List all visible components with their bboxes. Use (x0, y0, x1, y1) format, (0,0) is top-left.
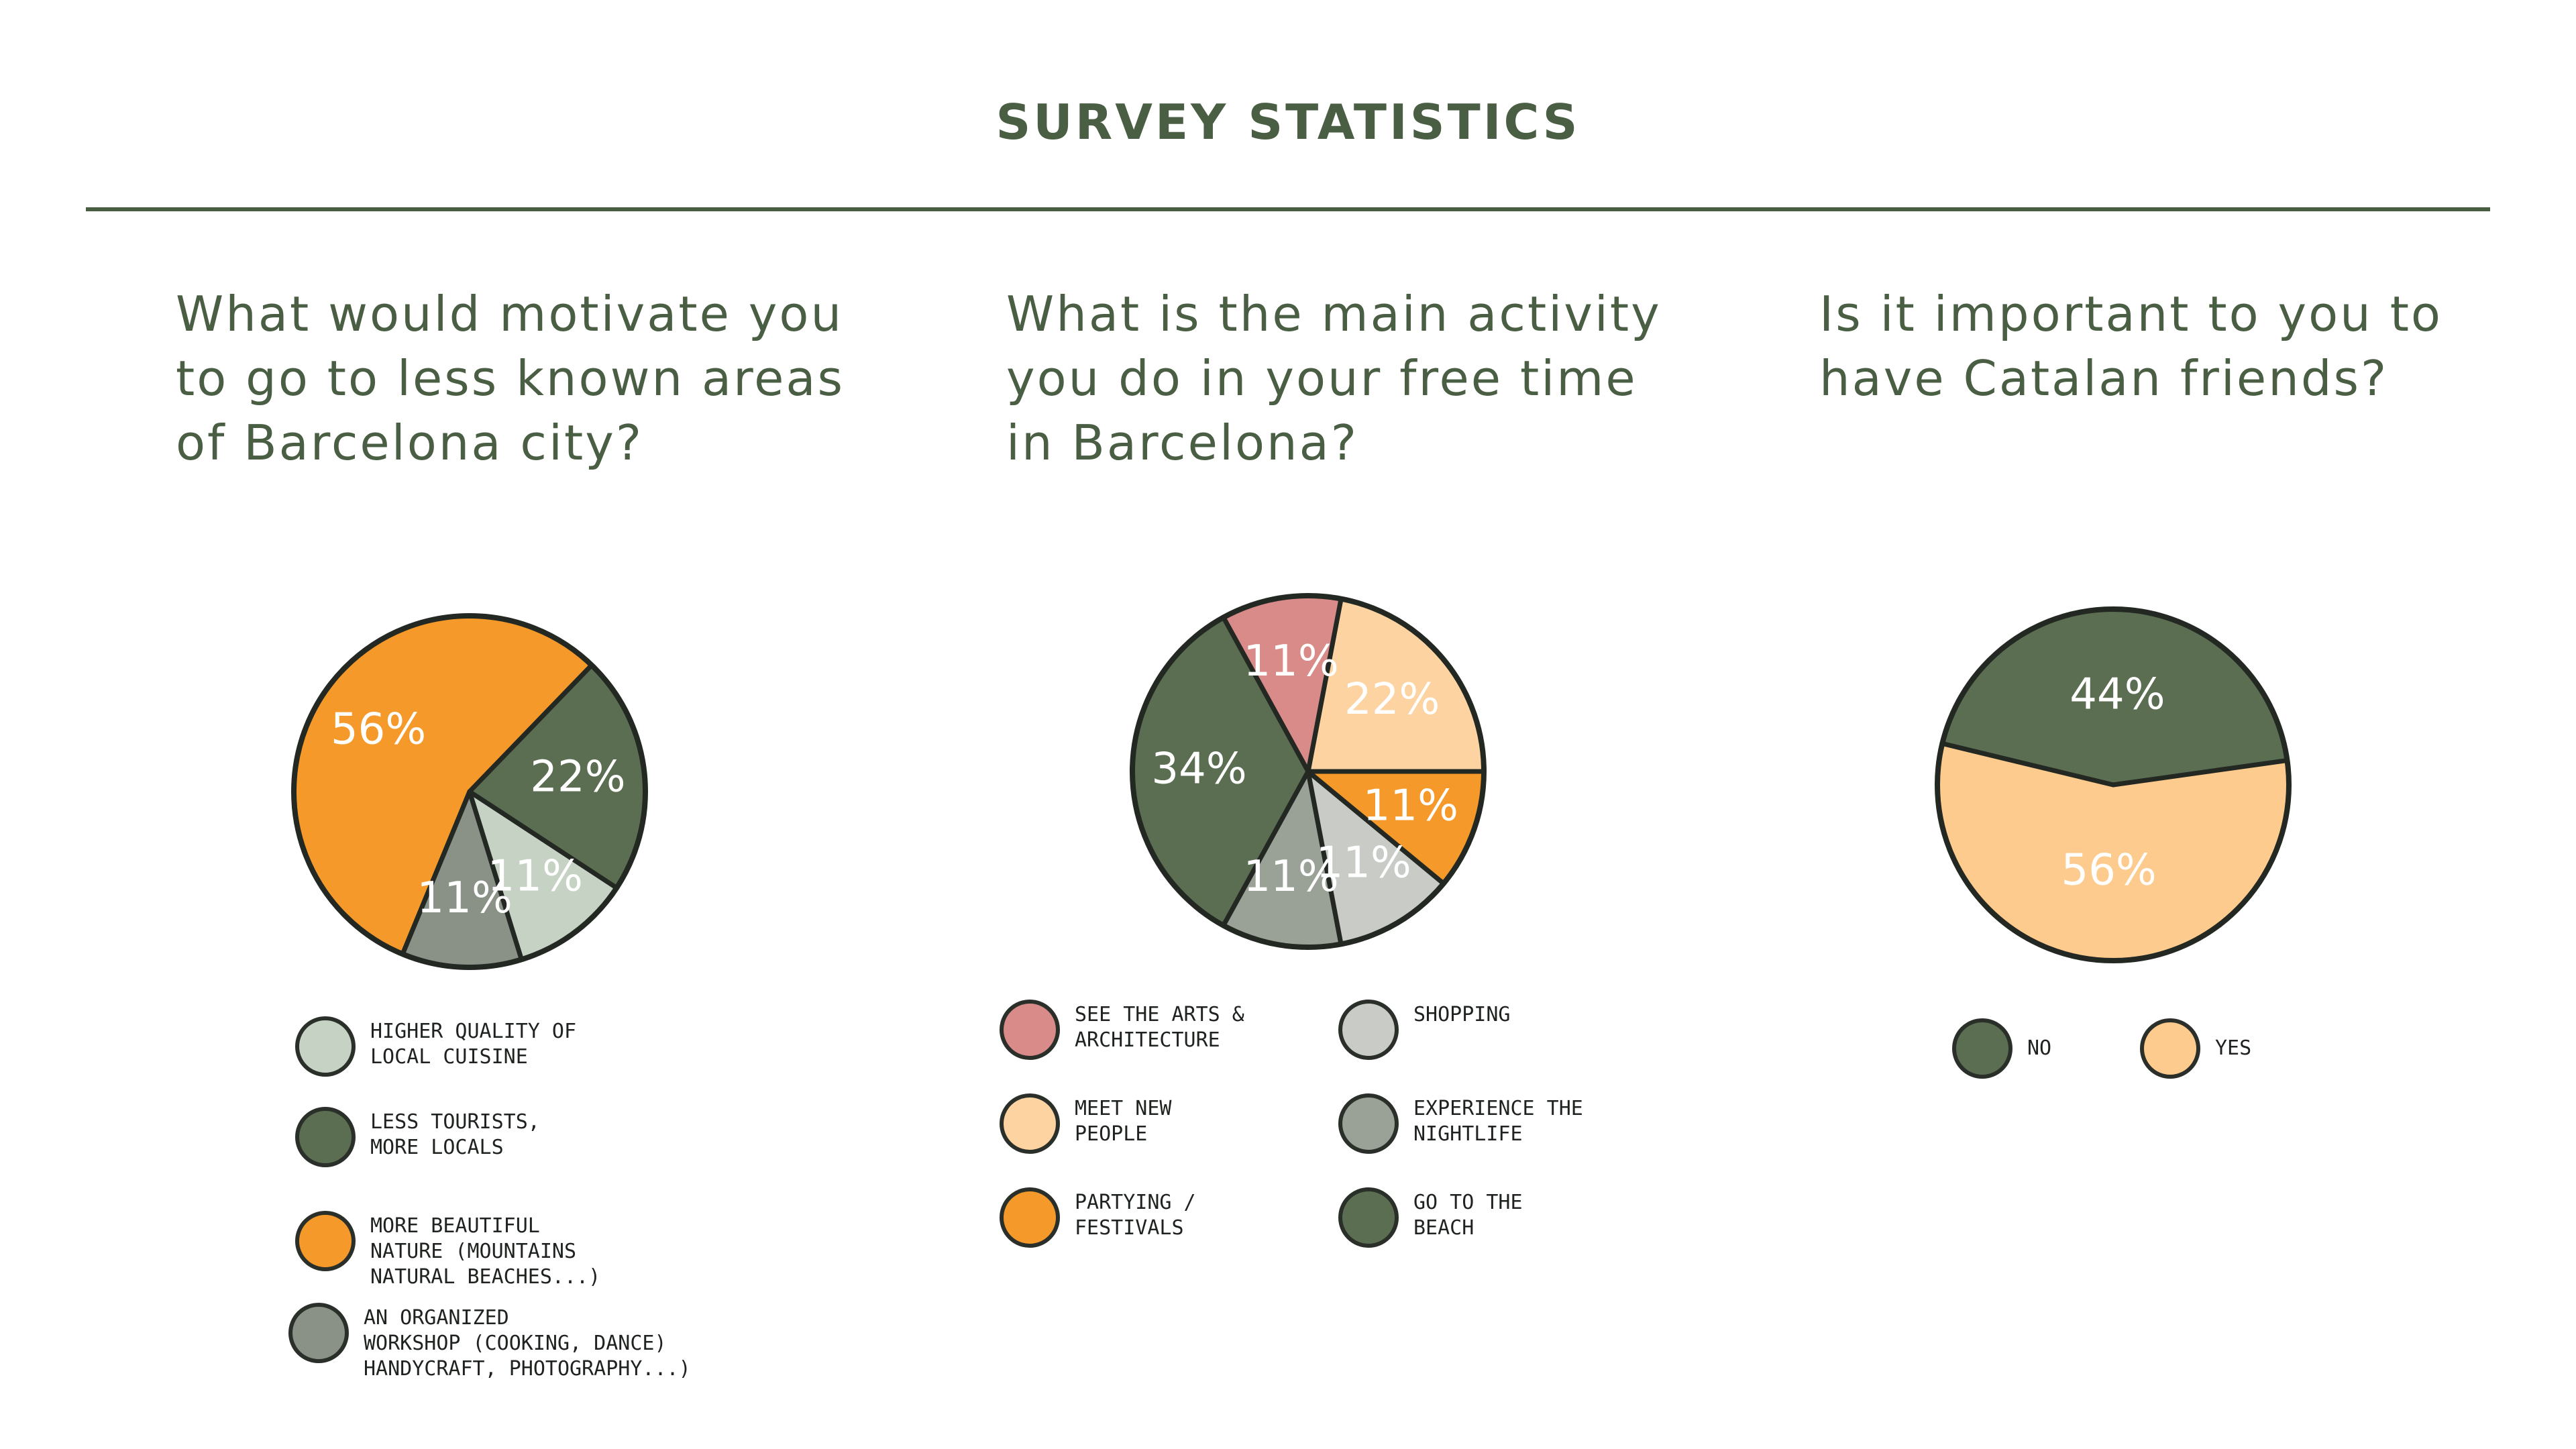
legend-label: MEET NEW PEOPLE (1075, 1097, 1172, 1146)
legend-swatch (288, 1303, 349, 1363)
legend-swatch (1000, 1000, 1060, 1060)
chart-3-legend-item-no: NO (1952, 1018, 2121, 1079)
legend-label: LESS TOURISTS, MORE LOCALS (370, 1110, 540, 1159)
pie-slice-label-1: 11% (1243, 637, 1338, 686)
chart-2-legend-item-partying: PARTYING / FESTIVALS (1000, 1187, 1343, 1248)
legend-swatch (1338, 1093, 1399, 1154)
pie-slice-label-5: 11% (1363, 782, 1458, 831)
chart-1-pie: 56% 11%11% 22% (291, 613, 648, 970)
legend-swatch (2140, 1018, 2200, 1079)
pie-slice-label-0: 44% (2070, 670, 2165, 720)
legend-label: PARTYING / FESTIVALS (1075, 1191, 1196, 1240)
legend-label: MORE BEAUTIFUL NATURE (MOUNTAINS NATURAL… (370, 1214, 601, 1289)
pie-slice-label-3: 11% (1243, 852, 1338, 902)
chart-2-legend-item-people: MEET NEW PEOPLE (1000, 1093, 1343, 1154)
legend-label: SEE THE ARTS & ARCHITECTURE (1075, 1003, 1244, 1052)
chart-1-legend-item-nature: MORE BEAUTIFUL NATURE (MOUNTAINS NATURAL… (295, 1211, 665, 1290)
legend-swatch (1000, 1093, 1060, 1154)
legend-swatch (1952, 1018, 2012, 1079)
chart-1-legend-item-cuisine: HIGHER QUALITY OF LOCAL CUISINE (295, 1016, 665, 1077)
pie-outline (291, 613, 648, 970)
chart-2-question: What is the main activity you do in your… (1006, 286, 1662, 471)
legend-swatch (1000, 1187, 1060, 1248)
page-title: SURVEY STATISTICS (996, 94, 1580, 150)
title-divider (86, 207, 2490, 211)
chart-1-legend-item-workshop: AN ORGANIZED WORKSHOP (COOKING, DANCE) H… (288, 1303, 712, 1382)
pie-outline (1935, 606, 2292, 963)
legend-swatch (295, 1016, 356, 1077)
legend-label: EXPERIENCE THE NIGHTLIFE (1413, 1097, 1583, 1146)
legend-label: GO TO THE BEACH (1413, 1191, 1523, 1240)
pie-slice-label-1: 11% (417, 873, 513, 923)
legend-label: NO (2027, 1036, 2052, 1060)
legend-label: SHOPPING (1413, 1003, 1511, 1026)
pie-slice-label-4: 11% (1316, 838, 1411, 888)
chart-3-pie: 44% 56% (1935, 606, 2292, 963)
chart-1-question: What would motivate you to go to less kn… (176, 286, 845, 471)
legend-swatch (1338, 1000, 1399, 1060)
chart-3-question: Is it important to you to have Catalan f… (1819, 286, 2443, 407)
chart-2-legend-item-arts: SEE THE ARTS & ARCHITECTURE (1000, 1000, 1343, 1060)
pie-outline (1130, 593, 1487, 950)
legend-label: HIGHER QUALITY OF LOCAL CUISINE (370, 1020, 577, 1069)
pie-slice-label-3: 22% (530, 752, 625, 802)
chart-2-legend-item-nightlife: EXPERIENCE THE NIGHTLIFE (1338, 1093, 1682, 1154)
legend-label: AN ORGANIZED WORKSHOP (COOKING, DANCE) H… (364, 1306, 691, 1381)
chart-3-legend-item-yes: YES (2140, 1018, 2309, 1079)
legend-swatch (295, 1107, 356, 1167)
chart-2-legend-item-shopping: SHOPPING (1338, 1000, 1682, 1060)
legend-label: YES (2215, 1036, 2252, 1060)
pie-slice-label-0: 56% (331, 705, 426, 755)
pie-slice-label-0: 22% (1344, 675, 1440, 724)
legend-swatch (295, 1211, 356, 1271)
pie-slice-label-1: 56% (2061, 845, 2156, 895)
chart-2-pie: 22%11%34%11%11%11% (1130, 593, 1487, 950)
pie-slice-label-2: 11% (488, 851, 583, 901)
chart-1-legend-item-tourists: LESS TOURISTS, MORE LOCALS (295, 1107, 665, 1167)
pie-slice-label-2: 34% (1151, 745, 1246, 794)
legend-swatch (1338, 1187, 1399, 1248)
chart-2-legend-item-beach: GO TO THE BEACH (1338, 1187, 1682, 1248)
